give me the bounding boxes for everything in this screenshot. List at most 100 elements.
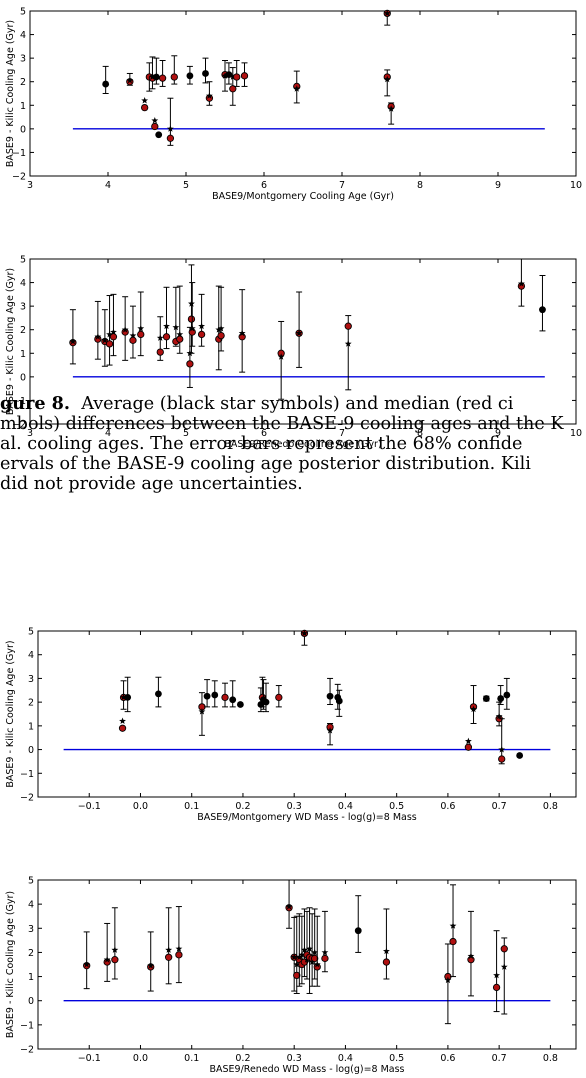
caption-line-2: mbols) differences between the BASE-9 co… (0, 414, 564, 434)
caption-text-1: Average (black star symbols) and median … (81, 394, 514, 414)
y-tick-label: 3 (20, 302, 26, 313)
x-tick-label: 0.6 (440, 1053, 455, 1064)
average-star (120, 693, 127, 701)
data-point (152, 73, 160, 81)
y-axis-label: BASE9 - Kilic Cooling Age (Gyr) (5, 640, 16, 787)
median-point (118, 724, 127, 732)
average-star (277, 353, 285, 360)
x-tick-label: 0.2 (235, 1053, 250, 1064)
y-tick-label: 2 (28, 948, 34, 959)
y-tick-label: −1 (20, 1020, 34, 1031)
average-star (165, 946, 173, 953)
average-star (293, 85, 301, 92)
x-axis-label: BASE9/Montgomery Cooling Age (Gyr) (212, 191, 394, 202)
average-star (467, 952, 475, 959)
average-star (495, 712, 503, 720)
x-axis-label: BASE9/Renedo WD Mass - log(g)=8 Mass (209, 1064, 404, 1075)
x-tick-label: 8 (417, 180, 423, 191)
data-point (497, 695, 505, 702)
average-star (110, 328, 117, 335)
average-star (149, 73, 156, 80)
average-star (198, 322, 206, 330)
y-tick-label: 2 (20, 77, 26, 88)
y-tick-label: −1 (12, 396, 26, 407)
average-star (215, 326, 223, 333)
chart-svg-1: −2 −1 0 1 2 3 4 5 3 4 5 6 7 8 9 10 BASE9/Montgomery Cool… (5, 7, 582, 203)
median-point (170, 73, 178, 81)
median-point (129, 336, 137, 344)
x-tick-label: 0.4 (338, 1053, 353, 1064)
x-axis-label: BASE9/Renedo Cooling Age (Gyr) (224, 439, 381, 450)
x-tick-label: 0.3 (287, 1053, 302, 1064)
average-star (383, 947, 390, 955)
x-tick-label: 0.1 (184, 1053, 199, 1064)
y-tick-label: 4 (28, 650, 34, 661)
chart-svg-2: −2 −1 0 1 2 3 4 5 3 4 5 6 7 8 9 10 BASE9/Renedo Cooling … (5, 255, 582, 451)
median-point (229, 85, 237, 93)
average-star (83, 960, 91, 968)
average-star (137, 324, 145, 332)
average-star (163, 322, 170, 330)
y-tick-label: 0 (28, 745, 34, 756)
x-tick-label: 5 (183, 428, 189, 439)
average-star (321, 948, 329, 956)
median-point (165, 953, 173, 961)
average-star (175, 945, 183, 952)
median-point (321, 954, 329, 963)
x-tick-label: 10 (570, 180, 582, 191)
y-tick-label: −2 (12, 420, 26, 431)
y-tick-label: 2 (20, 325, 26, 336)
x-tick-label: 0.6 (440, 801, 455, 812)
average-star (301, 946, 308, 953)
median-point (293, 971, 301, 980)
median-point (162, 333, 171, 341)
data-point (516, 752, 524, 759)
y-tick-label: 4 (20, 30, 26, 41)
median-point (111, 956, 119, 964)
data-point (202, 70, 209, 77)
average-star (449, 922, 457, 929)
x-tick-label: 10 (570, 428, 582, 439)
data-point (326, 692, 334, 700)
y-tick-label: 5 (20, 255, 26, 266)
caption-line-3: al. cooling ages. The error bars represe… (0, 434, 523, 454)
average-star (229, 73, 237, 80)
y-tick-label: 0 (20, 372, 26, 383)
y-tick-label: 1 (20, 101, 26, 112)
data-point (539, 306, 546, 314)
median-point (275, 693, 283, 702)
median-point (221, 693, 229, 702)
y-tick-label: 5 (20, 7, 26, 18)
x-tick-label: 0.7 (492, 1053, 507, 1064)
median-point (175, 951, 183, 959)
average-star (298, 951, 306, 958)
x-tick-label: 6 (261, 180, 267, 191)
figure-caption: gure 8. Average (black star symbols) and… (0, 394, 586, 495)
median-point (311, 954, 319, 963)
chart-svg-3: −2 −1 0 1 2 3 4 5 −0.1 0.0 0.1 0.2 0.3 0.4 0.5 0.6 0.7 0.… (5, 627, 577, 823)
average-star (313, 960, 321, 968)
median-point (137, 330, 145, 339)
average-star (221, 72, 229, 79)
average-star (383, 9, 391, 17)
x-tick-label: 0.1 (184, 801, 199, 812)
data-point (203, 692, 211, 700)
y-tick-label: −1 (12, 148, 26, 159)
x-tick-label: 6 (261, 428, 267, 439)
median-point (105, 340, 114, 348)
y-tick-label: −1 (20, 769, 34, 780)
average-star (198, 708, 206, 715)
average-star (166, 125, 174, 132)
median-point (141, 103, 149, 112)
median-point (186, 360, 194, 368)
median-point (464, 743, 473, 751)
plot-frame (29, 10, 577, 177)
average-star (151, 117, 159, 124)
y-tick-label: −2 (12, 172, 26, 183)
data-point (124, 694, 132, 701)
median-point (166, 134, 175, 142)
median-point (492, 983, 501, 992)
y-tick-label: −2 (20, 793, 34, 804)
average-star (517, 280, 525, 287)
